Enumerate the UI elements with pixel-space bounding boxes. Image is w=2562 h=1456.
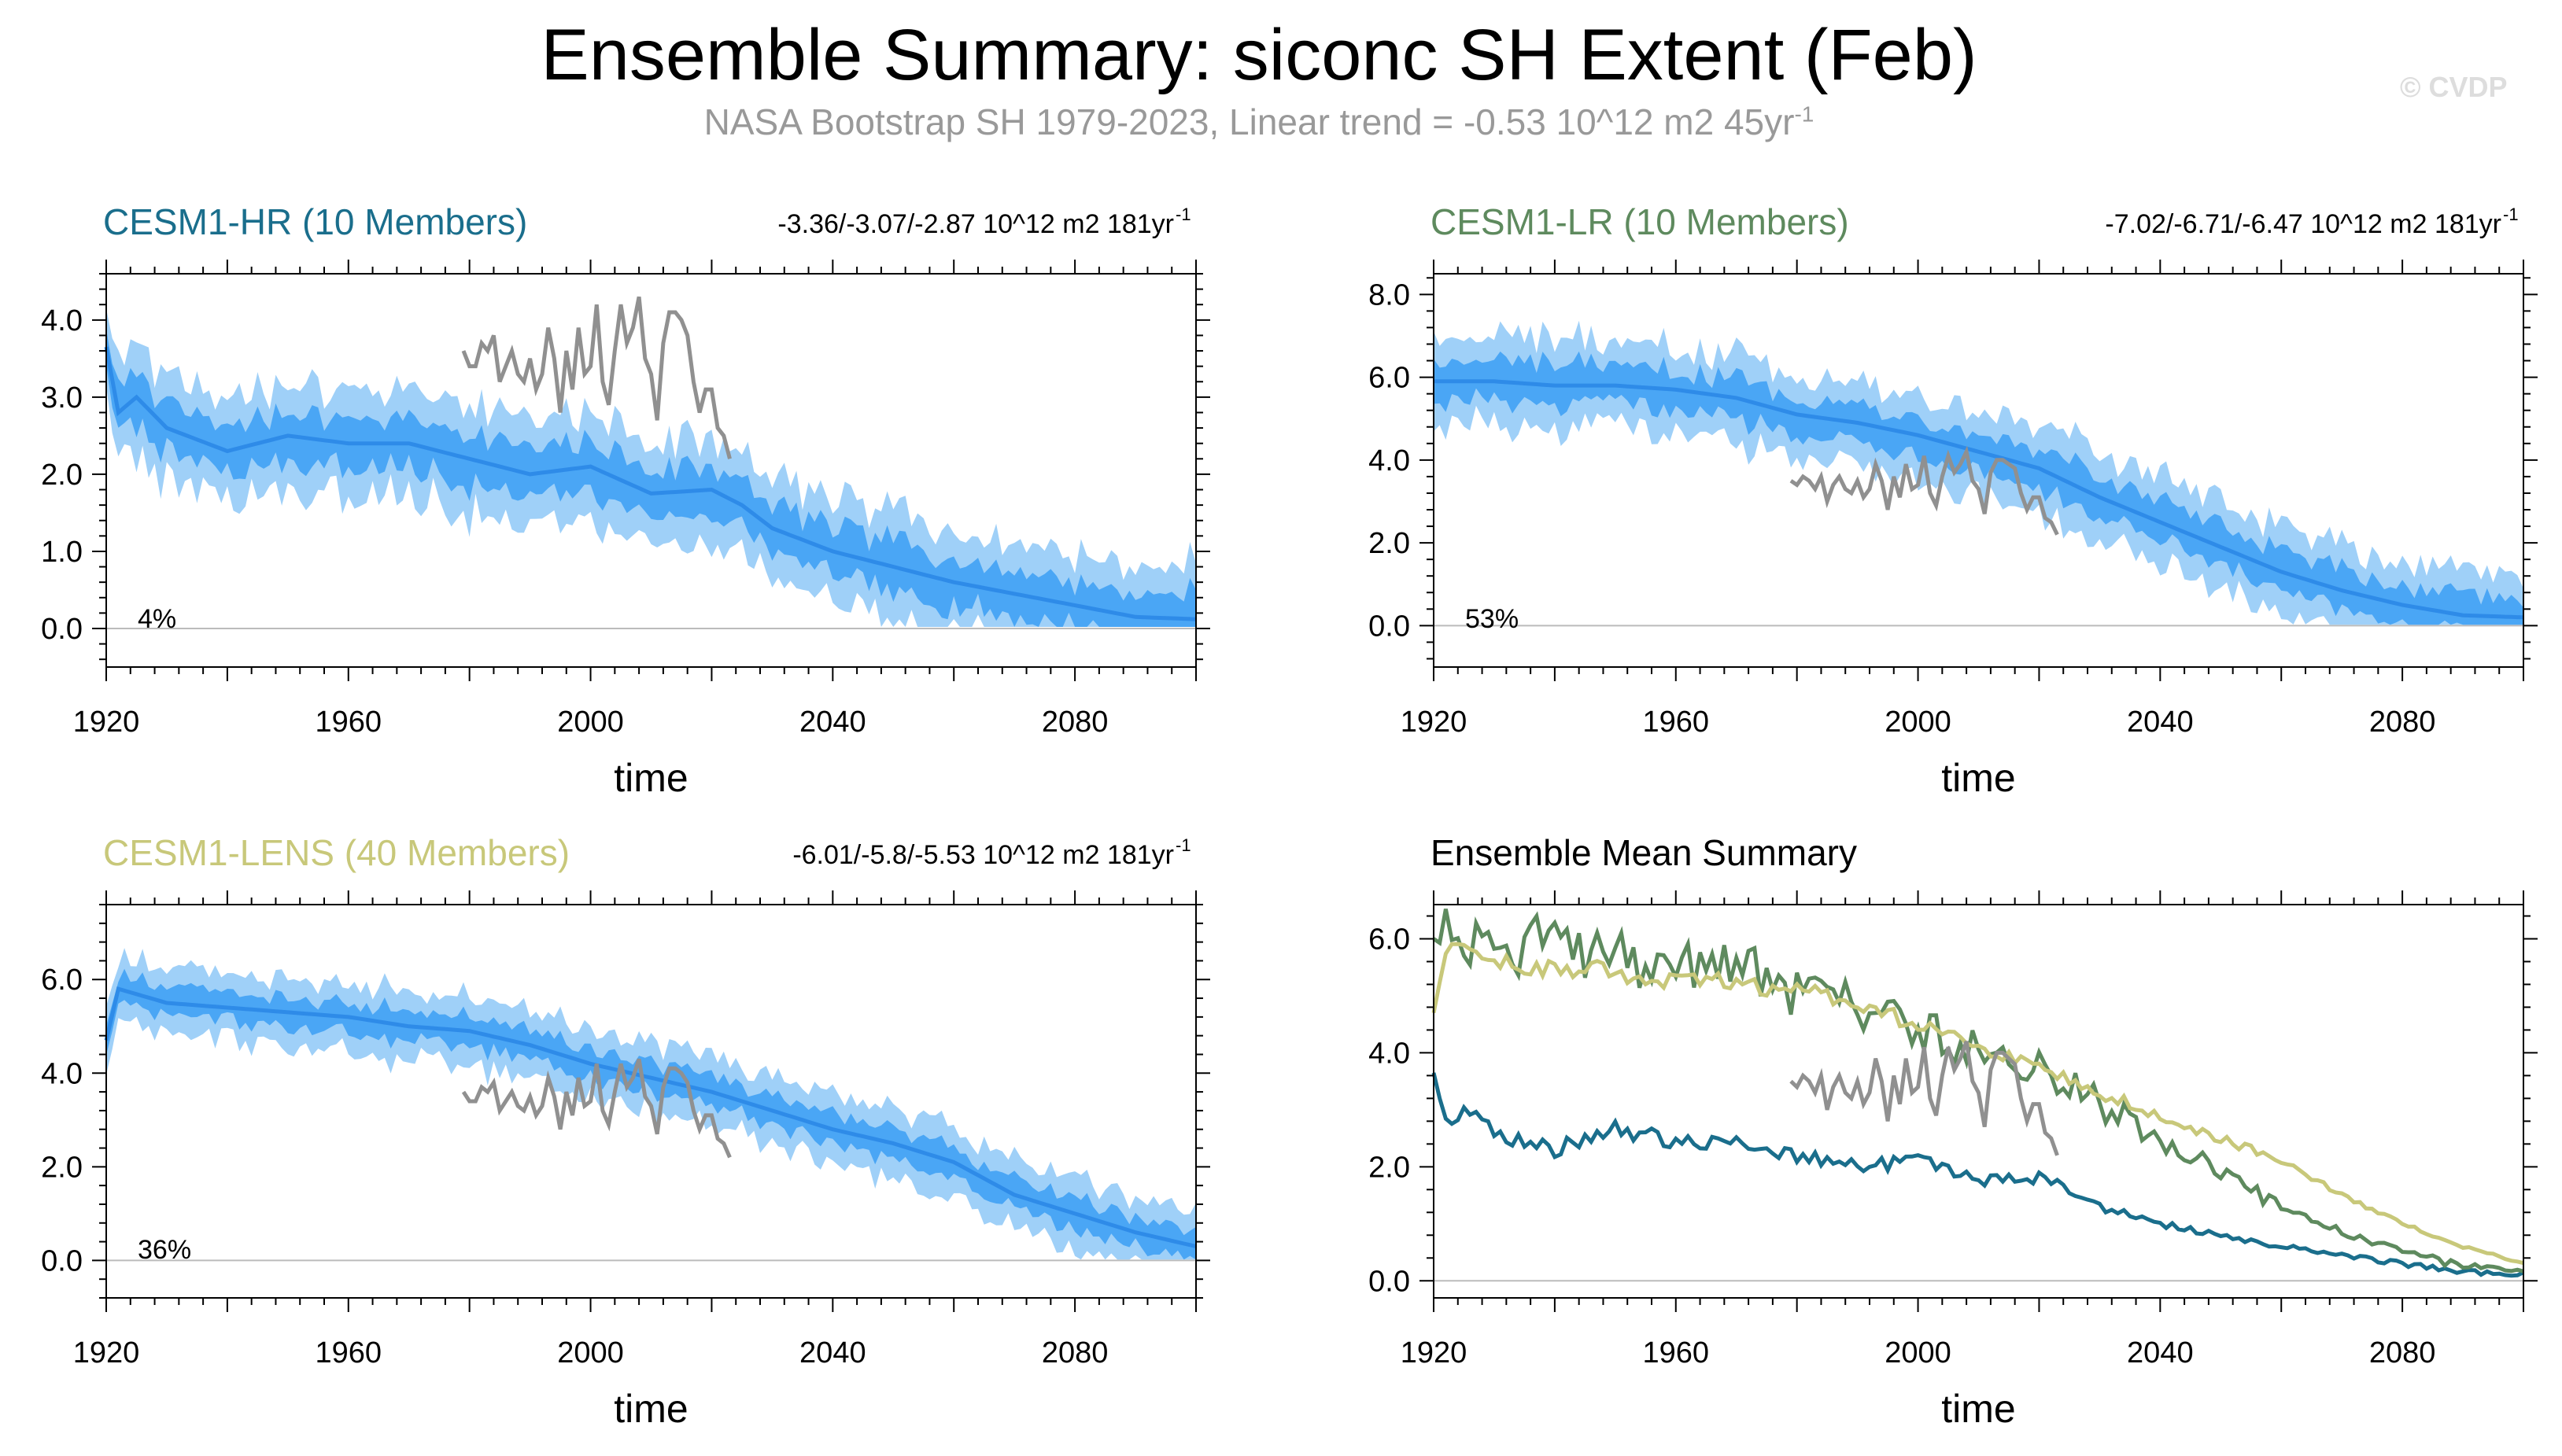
x-tick-label: 2000 bbox=[1885, 1336, 1951, 1369]
x-tick-label: 2080 bbox=[1042, 706, 1109, 739]
trend-text: -7.02/-6.71/-6.47 10^12 m2 181yr bbox=[2105, 209, 2501, 239]
x-tick-label: 2040 bbox=[2127, 1336, 2194, 1369]
percent-label: 53% bbox=[1465, 604, 1519, 634]
plot-frame bbox=[105, 904, 1197, 1299]
trend-superscript: -1 bbox=[1176, 205, 1191, 224]
x-tick-label: 1960 bbox=[316, 706, 382, 739]
x-tick-label: 2000 bbox=[557, 1336, 624, 1369]
ensemble-mean-line bbox=[1434, 379, 2524, 620]
trend-superscript: -1 bbox=[1176, 835, 1191, 855]
y-tick-label: 0.0 bbox=[41, 1244, 83, 1277]
series-line-cesm1-hr bbox=[1431, 1072, 2525, 1278]
inner-spread-band bbox=[1434, 351, 2523, 625]
x-tick-label: 1920 bbox=[1401, 1336, 1467, 1369]
x-tick-label: 2040 bbox=[2127, 706, 2194, 739]
y-tick-label: 2.0 bbox=[1368, 527, 1410, 560]
x-tick-label: 1960 bbox=[316, 1336, 382, 1369]
y-tick-label: 8.0 bbox=[1368, 278, 1410, 311]
x-tick-label: 2080 bbox=[1042, 1336, 1109, 1369]
x-tick-label: 2040 bbox=[799, 706, 866, 739]
observations-line bbox=[461, 296, 732, 459]
ensemble-mean-line bbox=[104, 986, 1197, 1248]
panel-4: 1920 1960 2000 2040 2080 0.0 2.0 4.0 6.0 Ensemble… bbox=[1368, 832, 2538, 1431]
panel-title: CESM1-LENS (40 Members) bbox=[103, 832, 570, 873]
y-tick-label: 6.0 bbox=[1368, 923, 1410, 956]
y-tick-label: 0.0 bbox=[41, 613, 83, 646]
y-tick-label: 6.0 bbox=[1368, 362, 1410, 395]
y-tick-label: 0.0 bbox=[1368, 610, 1410, 643]
observations-line bbox=[1789, 445, 2059, 536]
y-tick-label: 2.0 bbox=[41, 459, 83, 492]
y-tick-label: 3.0 bbox=[41, 382, 83, 415]
y-tick-label: 4.0 bbox=[41, 304, 83, 337]
inner-spread-band bbox=[106, 329, 1196, 627]
x-tick-label: 2040 bbox=[799, 1336, 866, 1369]
x-axis-label: time bbox=[1941, 756, 2015, 800]
inner-spread-band bbox=[106, 968, 1196, 1260]
x-tick-label: 1920 bbox=[73, 1336, 140, 1369]
x-axis-label: time bbox=[614, 1387, 688, 1431]
panel-3: 1920 1960 2000 2040 2080 0.0 2.0 4.0 6.0 CESM1-LE… bbox=[41, 832, 1210, 1431]
plot-frame bbox=[1433, 273, 2524, 668]
trend-text: -3.36/-3.07/-2.87 10^12 m2 181yr bbox=[777, 209, 1174, 239]
x-tick-label: 2000 bbox=[557, 706, 624, 739]
observations-line bbox=[1789, 1041, 2059, 1156]
series-line-cesm1-lens bbox=[1431, 942, 2524, 1266]
x-tick-label: 2080 bbox=[2369, 1336, 2436, 1369]
trend-text: -6.01/-5.8/-5.53 10^12 m2 181yr bbox=[792, 840, 1174, 870]
panel-title: CESM1-HR (10 Members) bbox=[103, 201, 527, 242]
ensemble-mean-line bbox=[104, 346, 1197, 621]
y-tick-label: 2.0 bbox=[41, 1151, 83, 1184]
x-tick-label: 2080 bbox=[2369, 706, 2436, 739]
panel-2: 1920 1960 2000 2040 2080 0.0 2.0 4.0 6.0 8.0 CESM1… bbox=[1368, 201, 2538, 800]
plot-frame bbox=[105, 273, 1197, 668]
x-tick-label: 1960 bbox=[1643, 1336, 1710, 1369]
y-tick-label: 6.0 bbox=[41, 964, 83, 997]
observations-line bbox=[461, 1058, 732, 1159]
watermark: © CVDP bbox=[2400, 71, 2508, 103]
main-title: Ensemble Summary: siconc SH Extent (Feb) bbox=[541, 15, 1977, 95]
trend-superscript: -1 bbox=[2503, 205, 2519, 224]
panel-title: CESM1-LR (10 Members) bbox=[1431, 201, 1849, 242]
y-tick-label: 4.0 bbox=[1368, 1037, 1410, 1070]
y-tick-label: 4.0 bbox=[1368, 444, 1410, 477]
y-tick-label: 4.0 bbox=[41, 1057, 83, 1090]
panel-title: Ensemble Mean Summary bbox=[1431, 832, 1857, 873]
y-tick-label: 1.0 bbox=[41, 536, 83, 569]
y-tick-label: 0.0 bbox=[1368, 1265, 1410, 1298]
y-tick-label: 2.0 bbox=[1368, 1151, 1410, 1184]
x-axis-label: time bbox=[614, 756, 688, 800]
x-tick-label: 2000 bbox=[1885, 706, 1951, 739]
x-tick-label: 1960 bbox=[1643, 706, 1710, 739]
outer-spread-band bbox=[1434, 320, 2523, 625]
percent-label: 4% bbox=[138, 604, 176, 634]
percent-label: 36% bbox=[138, 1235, 191, 1265]
x-tick-label: 1920 bbox=[73, 706, 140, 739]
subtitle-text: NASA Bootstrap SH 1979-2023, Linear tren… bbox=[703, 101, 1795, 142]
x-tick-label: 1920 bbox=[1401, 706, 1467, 739]
x-axis-label: time bbox=[1941, 1387, 2015, 1431]
subtitle: NASA Bootstrap SH 1979-2023, Linear tren… bbox=[0, 101, 2518, 143]
series-line-cesm1-lr bbox=[1432, 909, 2524, 1274]
panel-1: 1920 1960 2000 2040 2080 0.0 1.0 2.0 3.0 4.0 CESM1… bbox=[41, 201, 1210, 800]
plot-frame bbox=[1433, 904, 2524, 1299]
outer-spread-band bbox=[106, 308, 1196, 627]
subtitle-superscript: -1 bbox=[1794, 101, 1814, 127]
